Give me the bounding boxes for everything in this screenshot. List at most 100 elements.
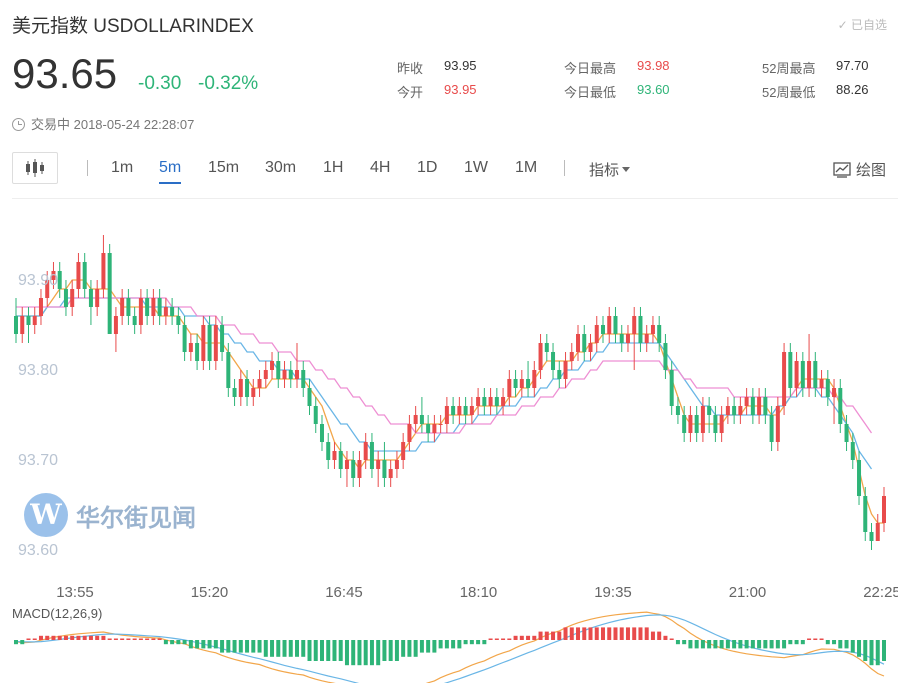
macd-bar [688,640,693,649]
candle [719,406,724,442]
macd-bar [576,627,581,640]
macd-bar [732,640,737,649]
candle [775,397,780,451]
candle [613,307,618,343]
candle [351,451,356,487]
candle [650,316,655,343]
timeframe-1h[interactable]: 1H [323,159,344,176]
timeframe-1m[interactable]: 1m [111,159,134,176]
macd-bar [600,627,605,640]
macd-bar [257,640,262,653]
stat-value-prev-close: 93.95 [444,58,477,73]
macd-bar [675,640,680,645]
candle [600,316,605,343]
candle [145,289,150,325]
stat-label-52w-high: 52周最高 [762,61,816,76]
macd-bar [650,631,655,640]
candle [413,406,418,433]
macd-bar [501,638,506,640]
macd-bar [201,640,206,649]
candle [157,289,162,325]
y-tick-label: 93.60 [18,542,58,559]
macd-bar [657,631,662,640]
macd-bar [151,638,156,640]
macd-bar [107,638,112,640]
candle [513,370,518,397]
macd-bar [819,638,824,640]
candle [469,397,474,424]
candle [45,271,50,307]
macd-bar [344,640,349,666]
candle [401,433,406,469]
candle [750,388,755,424]
chart-toolbar: 1m 5m 15m 30m 1H 4H 1D 1W 1M 指标 绘图 [12,152,898,186]
timeframe-30m[interactable]: 30m [265,159,297,176]
candle [763,388,768,424]
timeframe-1mo[interactable]: 1M [515,159,538,176]
macd-bar [738,640,743,649]
x-tick-label: 13:55 [56,584,94,601]
candlestick-type-button[interactable] [12,152,58,184]
price-change: -0.30 [138,73,182,94]
macd-bar [800,640,805,645]
macd-bar [301,640,306,657]
macd-bar [70,635,75,640]
candle [26,307,31,343]
candle [875,514,880,541]
indicator-dropdown[interactable]: 指标 [589,159,631,180]
candle [844,415,849,451]
macd-bar [238,640,243,653]
macd-bar [869,640,874,666]
macd-bar [145,638,150,640]
candle [88,280,93,325]
macd-bar [669,638,674,640]
candle [438,415,443,433]
macd-bar [538,631,543,640]
price-chart[interactable]: 93.90 93.80 93.70 93.60 13:55 15:20 16:45 18:1… [12,198,898,683]
macd-bar [619,627,624,640]
candle [850,433,855,469]
macd-bar [195,640,200,649]
macd-bar [457,640,462,649]
macd-bar [376,640,381,666]
clock-icon [12,118,25,131]
macd-dea-line [15,614,885,683]
timeframe-1w[interactable]: 1W [464,159,488,176]
macd-bar [588,627,593,640]
draw-button[interactable]: 绘图 [833,159,886,180]
macd-bar [594,627,599,640]
macd-bar [369,640,374,666]
x-tick-label: 18:10 [460,584,498,601]
chart-draw-icon [833,162,851,178]
macd-bar [26,638,31,640]
macd-bar [526,635,531,640]
timeframe-5m[interactable]: 5m [159,159,182,176]
macd-bar [32,638,37,640]
candle [382,442,387,487]
candle [432,415,437,442]
macd-bar [138,638,143,640]
macd-bar [20,640,25,645]
candle [257,370,262,397]
candle [270,352,275,379]
candle [319,415,324,451]
timeframe-1d[interactable]: 1D [417,159,438,176]
stat-value-52w-high: 97.70 [836,58,869,73]
macd-bar [388,640,393,661]
x-tick-label: 19:35 [594,584,632,601]
ma-line [16,297,873,434]
macd-bar [713,640,718,649]
macd-bar [563,627,568,640]
candle [813,352,818,397]
candle [688,406,693,442]
candle [213,316,218,370]
candle [363,433,368,469]
favorite-button[interactable]: ✓ 已自选 [837,18,887,32]
timeframe-15m[interactable]: 15m [208,159,240,176]
candle [188,334,193,361]
candle [388,460,393,487]
macd-bar [282,640,287,657]
candle [838,379,843,433]
timeframe-4h[interactable]: 4H [370,159,391,176]
candle [457,397,462,424]
